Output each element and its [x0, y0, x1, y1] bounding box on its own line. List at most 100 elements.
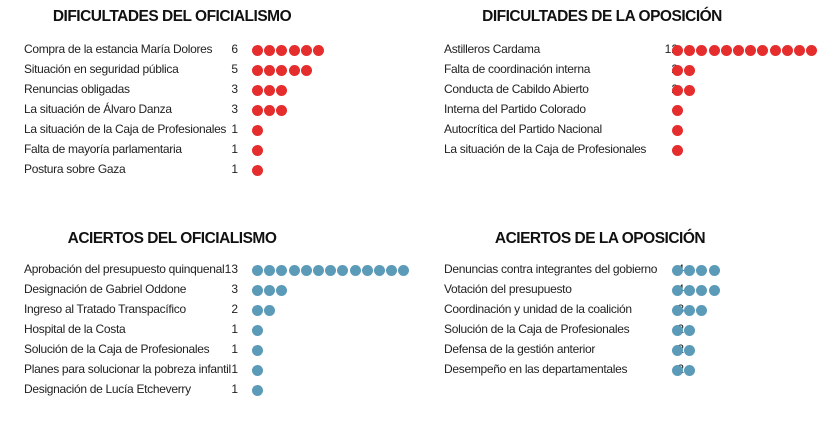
- dot-mark: [264, 85, 276, 96]
- dot-mark: [672, 365, 683, 376]
- value-label: 3: [231, 102, 238, 116]
- dot-mark: [684, 45, 696, 56]
- dot-mark: [300, 65, 312, 76]
- category-label: Conducta de Cabildo Abierto: [444, 82, 589, 96]
- value-label: 5: [231, 62, 238, 76]
- value-label: 13: [224, 262, 238, 276]
- dot-mark: [696, 45, 708, 56]
- dot-mark: [252, 385, 263, 396]
- dot-mark: [252, 65, 263, 76]
- category-label: Astilleros Cardama: [444, 42, 540, 56]
- dot-mark: [672, 305, 683, 316]
- panel-difficulties-government: DIFICULTADES DEL OFICIALISMO Compra de la…: [0, 0, 416, 200]
- dot-mark: [276, 285, 288, 296]
- category-label: Autocrítica del Partido Nacional: [444, 122, 602, 136]
- chart-row: Designación de Lucía Etcheverry 1: [24, 380, 414, 400]
- dot-mark: [374, 265, 385, 276]
- dot-mark: [684, 345, 696, 356]
- dot-mark: [672, 345, 683, 356]
- dot-mark: [672, 65, 683, 76]
- category-label: Planes para solucionar la pobreza infant…: [24, 362, 231, 376]
- dot-mark: [264, 105, 276, 116]
- dot-mark: [252, 165, 263, 176]
- chart-row: Solución de la Caja de Profesionales2: [444, 320, 833, 340]
- value-label: 1: [231, 162, 238, 176]
- chart-row: Solución de la Caja de Profesionales 1: [24, 340, 414, 360]
- value-label: 1: [231, 362, 238, 376]
- dot-mark: [684, 265, 696, 276]
- dot-mark: [252, 85, 263, 96]
- dot-mark: [672, 265, 683, 276]
- dot-mark: [708, 45, 720, 56]
- dot-mark: [806, 45, 818, 56]
- chart-row: Renuncias obligadas 3: [24, 80, 414, 100]
- chart-row: La situación de Álvaro Danza 3: [24, 100, 414, 120]
- panel-successes-opposition: ACIERTOS DE LA OPOSICIÓN Denuncias contra…: [420, 222, 833, 422]
- category-label: Coordinación y unidad de la coalición: [444, 302, 632, 316]
- chart-row: Votación del presupuesto4: [444, 280, 833, 300]
- dot-mark: [696, 305, 708, 316]
- dot-mark: [276, 65, 288, 76]
- category-label: La situación de la Caja de Profesionales: [24, 122, 227, 136]
- category-label: Denuncias contra integrantes del gobiern…: [444, 262, 658, 276]
- dot-mark: [252, 265, 263, 276]
- dot-mark: [264, 265, 276, 276]
- dot-mark: [288, 265, 300, 276]
- dot-mark: [672, 45, 683, 56]
- dot-mark: [252, 105, 263, 116]
- chart-row: Compra de la estancia María Dolores 6: [24, 40, 414, 60]
- dot-mark: [252, 285, 263, 296]
- value-label: 1: [231, 322, 238, 336]
- dot-mark: [276, 105, 288, 116]
- dot-mark: [300, 265, 312, 276]
- dot-mark: [252, 325, 263, 336]
- dot-mark: [745, 45, 757, 56]
- dot-mark: [684, 65, 696, 76]
- chart-row: Denuncias contra integrantes del gobiern…: [444, 260, 833, 280]
- dot-mark: [361, 265, 373, 276]
- dot-mark: [252, 365, 263, 376]
- category-label: Renuncias obligadas: [24, 82, 130, 96]
- dot-mark: [696, 265, 708, 276]
- dot-mark: [288, 45, 300, 56]
- value-label: 3: [231, 282, 238, 296]
- dot-mark: [252, 125, 263, 136]
- value-label: 2: [231, 302, 238, 316]
- category-label: Solución de la Caja de Profesionales: [24, 342, 210, 356]
- chart-row: Autocrítica del Partido Nacional: [444, 120, 833, 140]
- chart-row: Postura sobre Gaza 1: [24, 160, 414, 180]
- dot-mark: [684, 85, 696, 96]
- dot-mark: [313, 265, 324, 276]
- dot-mark: [672, 325, 683, 336]
- chart-row: Defensa de la gestión anterior2: [444, 340, 833, 360]
- dot-mark: [684, 305, 696, 316]
- chart-row: Desempeño en las departamentales2: [444, 360, 833, 380]
- chart-row: Situación en seguridad pública 5: [24, 60, 414, 80]
- dot-mark: [781, 45, 793, 56]
- chart-row: La situación de la Caja de Profesionales: [444, 140, 833, 160]
- dot-mark: [264, 285, 276, 296]
- value-label: 1: [231, 142, 238, 156]
- value-label: 1: [231, 342, 238, 356]
- dot-mark: [672, 285, 683, 296]
- value-label: 1: [231, 382, 238, 396]
- panel-successes-government: ACIERTOS DEL OFICIALISMO Aprobación del p…: [0, 222, 416, 422]
- dot-mark: [264, 305, 276, 316]
- dot-mark: [672, 85, 683, 96]
- chart-row: Falta de coordinación interna2: [444, 60, 833, 80]
- dot-mark: [708, 265, 720, 276]
- chart-title: ACIERTOS DEL OFICIALISMO: [67, 230, 277, 247]
- dot-mark: [684, 325, 696, 336]
- category-label: La situación de Álvaro Danza: [24, 102, 172, 116]
- category-label: Compra de la estancia María Dolores: [24, 42, 213, 56]
- chart-row: Conducta de Cabildo Abierto2: [444, 80, 833, 100]
- value-label: 3: [231, 82, 238, 96]
- dot-mark: [349, 265, 361, 276]
- dot-mark: [757, 45, 769, 56]
- dot-mark: [769, 45, 781, 56]
- category-label: La situación de la Caja de Profesionales: [444, 142, 647, 156]
- chart-row: La situación de la Caja de Profesionales…: [24, 120, 414, 140]
- category-label: Designación de Lucía Etcheverry: [24, 382, 191, 396]
- value-label: 6: [231, 42, 238, 56]
- dot-mark: [252, 45, 263, 56]
